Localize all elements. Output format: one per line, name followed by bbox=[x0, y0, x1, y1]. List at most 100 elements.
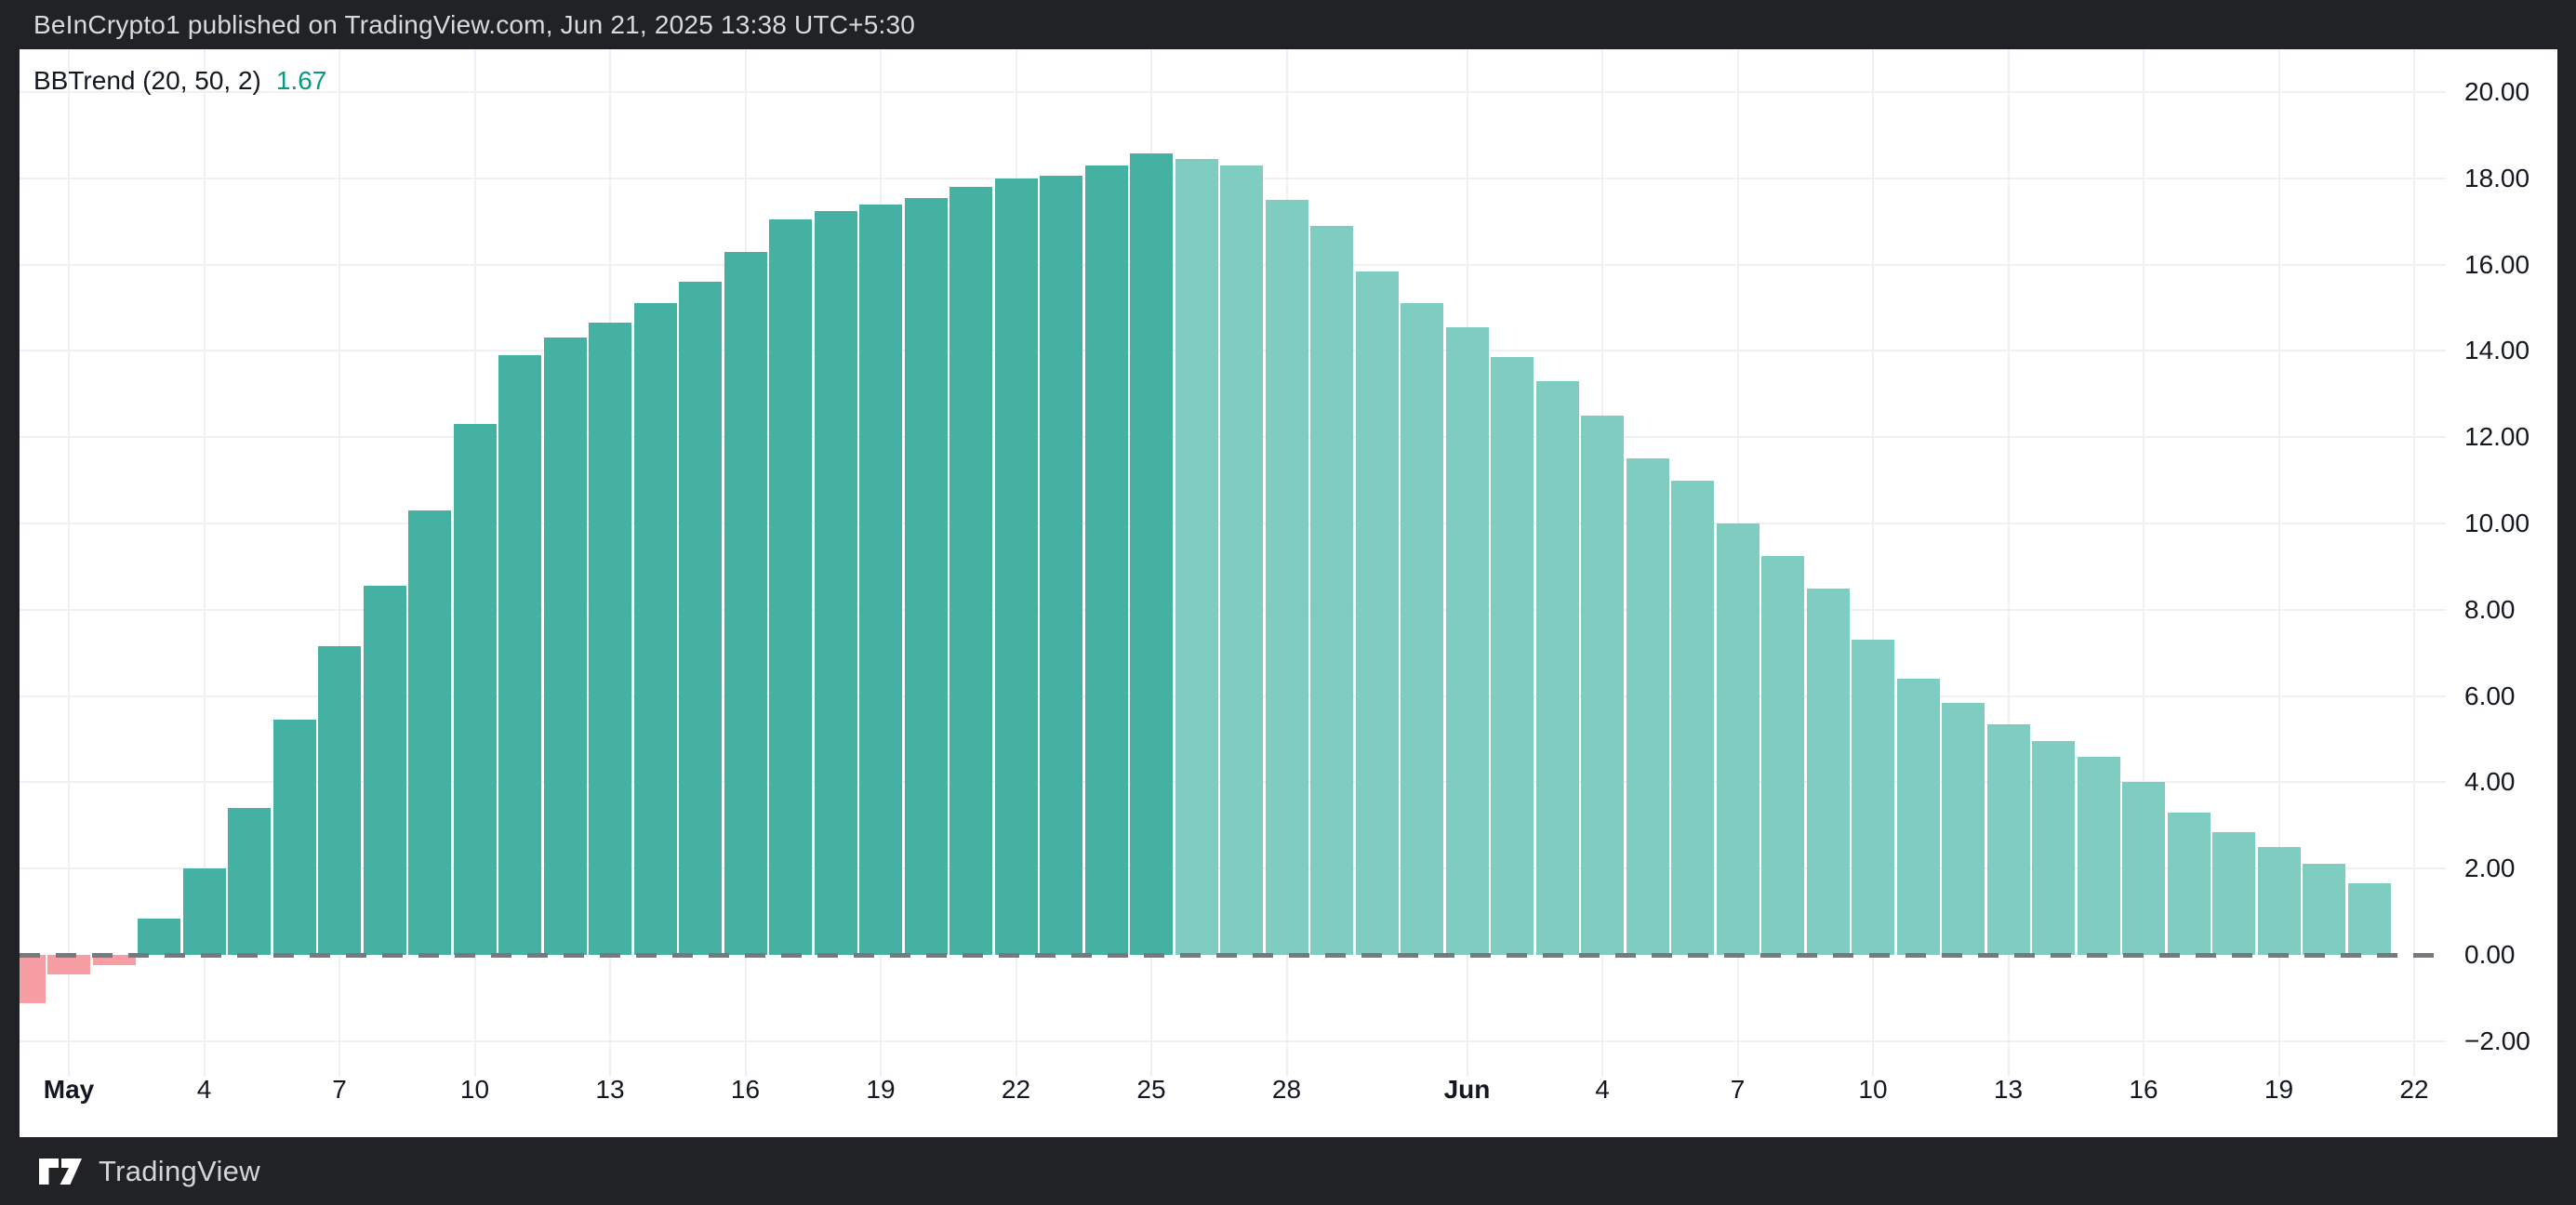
zero-baseline bbox=[20, 953, 2446, 958]
histogram-bar bbox=[904, 197, 948, 955]
x-axis-label[interactable]: 28 bbox=[1271, 1075, 1302, 1104]
y-axis-label[interactable]: 14.00 bbox=[2464, 336, 2530, 365]
histogram-bar bbox=[1535, 380, 1579, 955]
y-axis-label[interactable]: −2.00 bbox=[2464, 1026, 2530, 1055]
v-gridline bbox=[2277, 49, 2280, 1077]
histogram-bar bbox=[1175, 158, 1218, 955]
histogram-bar bbox=[769, 218, 812, 955]
x-axis-label[interactable]: 19 bbox=[866, 1075, 896, 1104]
histogram-bar bbox=[363, 586, 406, 955]
y-axis-label[interactable]: 12.00 bbox=[2464, 422, 2530, 452]
v-gridline bbox=[339, 49, 340, 1077]
histogram-bar bbox=[1896, 679, 1940, 955]
y-axis-label[interactable]: 0.00 bbox=[2464, 940, 2516, 969]
histogram-bar bbox=[318, 646, 361, 955]
histogram-bar bbox=[1084, 165, 1128, 955]
histogram-bar bbox=[2167, 812, 2211, 955]
publish-header-bar: BeInCrypto1 published on TradingView.com… bbox=[0, 0, 2576, 49]
x-axis-label[interactable]: May bbox=[43, 1075, 95, 1104]
x-axis-label[interactable]: 4 bbox=[196, 1075, 212, 1104]
x-axis-label[interactable]: 22 bbox=[1001, 1075, 1031, 1104]
y-axis-label[interactable]: 10.00 bbox=[2464, 509, 2530, 537]
v-gridline bbox=[1872, 49, 1874, 1077]
tradingview-logo-icon bbox=[39, 1158, 82, 1185]
x-axis-label[interactable]: 13 bbox=[1993, 1075, 2024, 1104]
histogram-bar bbox=[2032, 741, 2075, 955]
h-gridline bbox=[20, 1039, 2446, 1042]
y-axis-label[interactable]: 2.00 bbox=[2464, 854, 2516, 883]
y-axis-label[interactable]: 16.00 bbox=[2464, 249, 2530, 279]
histogram-bar bbox=[589, 323, 631, 955]
v-gridline bbox=[68, 49, 70, 1077]
histogram-bar bbox=[1355, 271, 1399, 955]
histogram-bar bbox=[994, 178, 1038, 955]
histogram-bar bbox=[92, 955, 136, 966]
histogram-bar bbox=[453, 424, 497, 955]
y-axis-label[interactable]: 18.00 bbox=[2464, 163, 2530, 192]
chart-panel[interactable]: 20.00 18.00 16.00 14.00 12.00 10.00 8.00 6.00 4.… bbox=[20, 49, 2557, 1137]
histogram-bar bbox=[859, 204, 902, 955]
histogram-bar bbox=[272, 720, 316, 955]
indicator-value: 1.67 bbox=[275, 66, 327, 95]
x-axis-label[interactable]: 19 bbox=[2264, 1075, 2294, 1104]
x-axis-label[interactable]: 25 bbox=[1136, 1075, 1166, 1104]
histogram-bar bbox=[543, 338, 587, 955]
v-gridline bbox=[203, 49, 206, 1077]
histogram-bar bbox=[814, 210, 857, 955]
x-axis-label[interactable]: 7 bbox=[1730, 1075, 1746, 1104]
v-gridline bbox=[2007, 49, 2010, 1077]
x-axis-label[interactable]: 16 bbox=[730, 1075, 761, 1104]
histogram-bar bbox=[182, 868, 226, 955]
y-axis-label[interactable]: 20.00 bbox=[2464, 77, 2530, 106]
histogram-bar bbox=[1401, 303, 1443, 955]
histogram-bar bbox=[1626, 458, 1669, 955]
publish-header-text: BeInCrypto1 published on TradingView.com… bbox=[33, 9, 915, 39]
histogram-bar bbox=[408, 510, 451, 955]
x-axis-label[interactable]: 10 bbox=[459, 1075, 490, 1104]
histogram-bar bbox=[633, 303, 677, 955]
y-axis-label[interactable]: 4.00 bbox=[2464, 767, 2516, 797]
indicator-title: BBTrend (20, 50, 2) bbox=[33, 66, 261, 95]
x-axis-label[interactable]: Jun bbox=[1443, 1075, 1491, 1104]
x-axis-label[interactable]: 16 bbox=[2129, 1075, 2158, 1104]
histogram-bar bbox=[47, 955, 90, 974]
v-gridline bbox=[2143, 49, 2144, 1077]
histogram-bar bbox=[1581, 416, 1624, 955]
x-axis-label[interactable]: 4 bbox=[1595, 1075, 1610, 1104]
histogram-bar bbox=[1942, 702, 1985, 955]
x-axis-label[interactable]: 10 bbox=[1858, 1075, 1888, 1104]
x-axis-label[interactable]: 22 bbox=[2399, 1075, 2429, 1104]
histogram-bar bbox=[498, 355, 541, 955]
histogram-bar bbox=[2347, 882, 2391, 955]
histogram-bar bbox=[1761, 555, 1804, 955]
histogram-bar bbox=[1220, 165, 1263, 955]
histogram-bar bbox=[1130, 152, 1173, 955]
x-axis-label[interactable]: 13 bbox=[595, 1075, 625, 1104]
histogram-bar bbox=[2303, 864, 2345, 955]
histogram-bar bbox=[1716, 523, 1759, 955]
histogram-bar bbox=[2077, 756, 2120, 955]
histogram-bar bbox=[228, 808, 271, 955]
x-axis-label[interactable]: 7 bbox=[332, 1075, 347, 1104]
indicator-legend[interactable]: BBTrend (20, 50, 2) 1.67 bbox=[33, 66, 326, 96]
histogram-bar bbox=[20, 955, 46, 1003]
histogram-bar bbox=[1806, 588, 1850, 955]
histogram-bar bbox=[1852, 640, 1894, 955]
histogram-bar bbox=[1310, 225, 1353, 955]
histogram-bar bbox=[1986, 723, 2030, 955]
footer-brand-text[interactable]: TradingView bbox=[99, 1154, 260, 1187]
h-gridline bbox=[20, 91, 2446, 93]
footer-bar: TradingView bbox=[0, 1137, 2576, 1205]
histogram-bar bbox=[2122, 782, 2165, 955]
v-gridline bbox=[2413, 49, 2415, 1077]
histogram-bar bbox=[1265, 200, 1308, 955]
y-axis-label[interactable]: 6.00 bbox=[2464, 681, 2516, 710]
histogram-bar bbox=[949, 187, 992, 955]
histogram-bar bbox=[1445, 326, 1489, 955]
y-axis-label[interactable]: 8.00 bbox=[2464, 594, 2516, 624]
histogram-bar bbox=[2212, 832, 2255, 955]
histogram-bar bbox=[679, 282, 722, 955]
histogram-bar bbox=[1671, 480, 1714, 955]
histogram-bar bbox=[2257, 847, 2301, 955]
